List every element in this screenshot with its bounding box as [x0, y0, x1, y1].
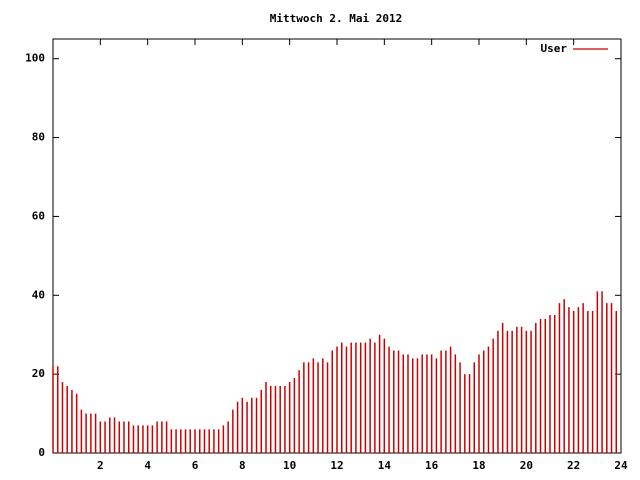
x-tick-label: 2 — [97, 459, 104, 472]
x-tick-label: 24 — [614, 459, 628, 472]
legend-label: User — [541, 42, 568, 55]
x-tick-label: 22 — [567, 459, 580, 472]
chart-title: Mittwoch 2. Mai 2012 — [270, 12, 402, 25]
y-tick-label: 40 — [32, 288, 45, 301]
x-tick-label: 12 — [330, 459, 343, 472]
x-tick-label: 16 — [425, 459, 439, 472]
y-tick-label: 100 — [25, 52, 45, 65]
x-tick-label: 6 — [192, 459, 199, 472]
x-tick-label: 8 — [239, 459, 246, 472]
y-tick-label: 20 — [32, 367, 45, 380]
y-tick-label: 80 — [32, 131, 45, 144]
x-tick-label: 14 — [378, 459, 392, 472]
x-tick-label: 4 — [144, 459, 151, 472]
x-tick-label: 18 — [472, 459, 485, 472]
y-tick-label: 60 — [32, 209, 45, 222]
y-tick-label: 0 — [38, 446, 45, 459]
x-tick-label: 20 — [520, 459, 533, 472]
x-tick-label: 10 — [283, 459, 296, 472]
